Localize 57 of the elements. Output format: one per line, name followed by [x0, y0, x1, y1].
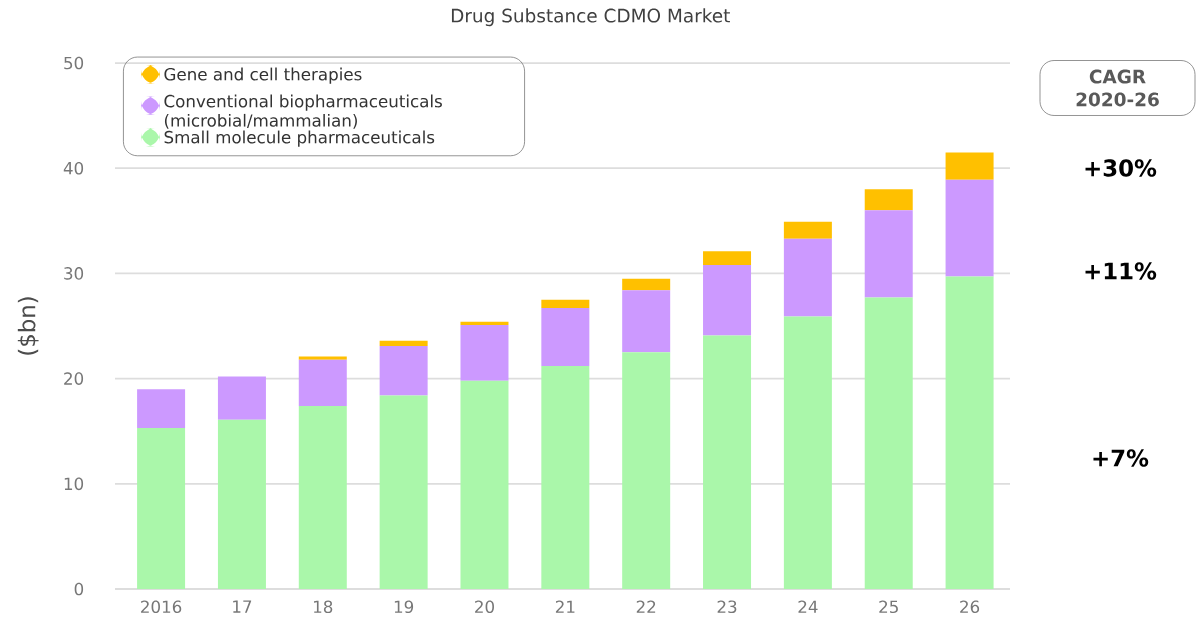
- y-tick-label: 20: [64, 372, 84, 385]
- bar: [541, 308, 590, 366]
- x-tick-label: 24: [798, 600, 818, 613]
- bar: [622, 278, 671, 291]
- y-axis-title: ($bn): [17, 297, 39, 355]
- x-tick-label: 25: [879, 600, 898, 614]
- bar: [217, 419, 266, 589]
- bar: [945, 179, 994, 277]
- x-tick-label: 2016: [141, 600, 182, 614]
- text: CAGR 2020-26: [1076, 69, 1159, 107]
- bar: [298, 356, 347, 360]
- bar: [864, 210, 913, 298]
- bar: [541, 365, 590, 589]
- bar: [460, 321, 509, 325]
- bar: [622, 352, 671, 589]
- bar: [945, 152, 994, 180]
- x-tick-label: 26: [960, 600, 980, 614]
- bar: [703, 335, 752, 589]
- bar: [217, 376, 266, 420]
- y-tick-label: 50: [64, 56, 84, 70]
- x-tick-label: 23: [717, 600, 737, 614]
- x-tick-label: 22: [636, 600, 656, 613]
- x-tick-label: 17: [233, 600, 252, 613]
- chart-title: Drug Substance CDMO Market: [451, 8, 730, 27]
- bar: [460, 380, 509, 589]
- bar: [783, 316, 832, 589]
- bar: [864, 189, 913, 211]
- y-tick-label: 40: [63, 161, 84, 175]
- bar: [703, 264, 752, 336]
- bar: [541, 299, 590, 309]
- bar: [379, 395, 428, 589]
- legend-label: Small molecule pharmaceuticals: [164, 130, 435, 147]
- x-tick-label: 18: [314, 600, 333, 614]
- bar: [137, 389, 186, 429]
- bar: [379, 345, 428, 396]
- bar: [945, 276, 994, 589]
- bar: [298, 405, 347, 589]
- legend-label: Conventional biopharmaceuticals (microbial/mammalian): [164, 94, 442, 129]
- x-tick-label: 21: [555, 600, 575, 613]
- bar: [703, 251, 752, 265]
- legend-label: Gene and cell therapies: [164, 67, 362, 84]
- y-tick-label: 30: [64, 267, 84, 280]
- bar: [137, 428, 186, 589]
- text: +30%: [1085, 159, 1157, 177]
- bar: [783, 221, 832, 239]
- bar: [864, 297, 913, 589]
- bar: [298, 359, 347, 406]
- y-tick-label: 0: [74, 582, 84, 596]
- text: +7%: [1093, 449, 1149, 467]
- bar: [783, 238, 832, 317]
- bar: [379, 340, 428, 346]
- y-tick-label: 10: [64, 477, 84, 491]
- text: +11%: [1085, 262, 1157, 280]
- bar: [622, 290, 671, 353]
- bar: [460, 324, 509, 381]
- x-tick-label: 19: [394, 600, 414, 614]
- x-tick-label: 20: [475, 600, 494, 614]
